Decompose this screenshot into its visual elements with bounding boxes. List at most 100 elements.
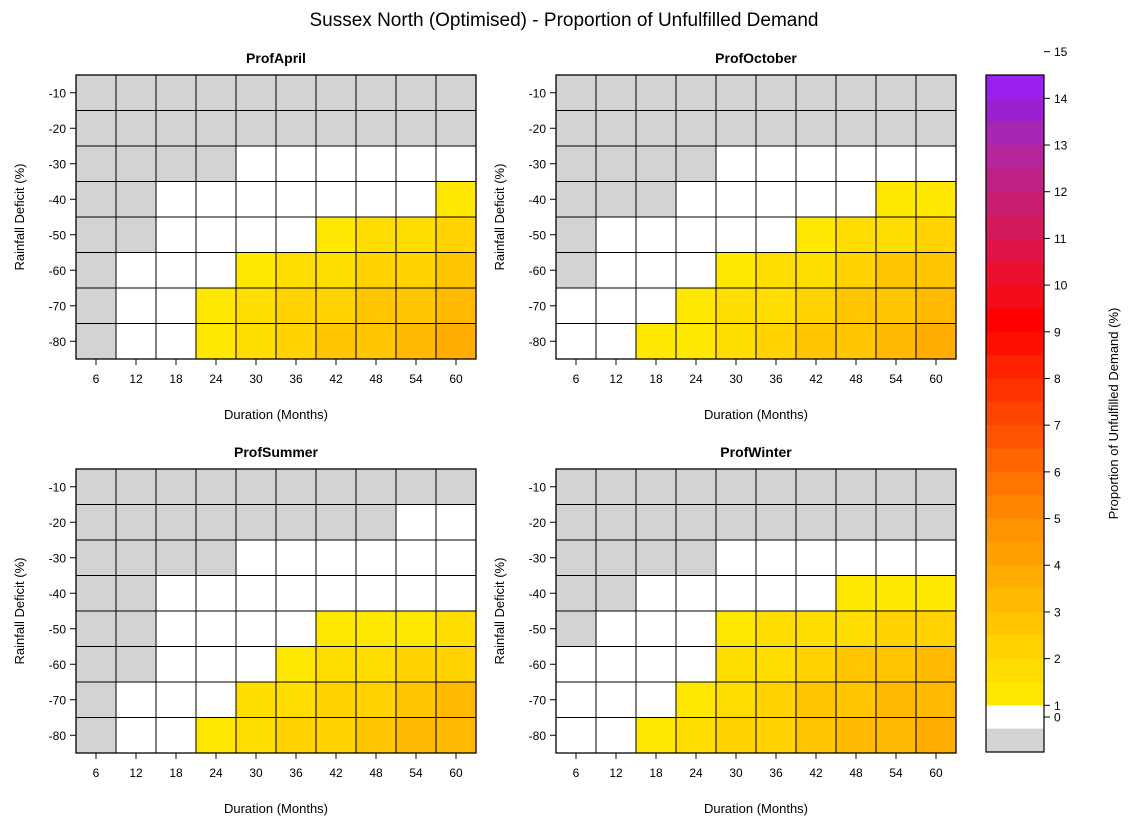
heatmap-cell [715, 252, 757, 289]
heatmap-cell [715, 181, 757, 218]
heatmap-cell [435, 323, 477, 360]
heatmap-cell [835, 145, 877, 182]
x-tick-label: 48 [369, 372, 383, 386]
heatmap-cell [835, 504, 877, 541]
colorbar-band [986, 728, 1044, 753]
heatmap-cell [275, 681, 317, 718]
heatmap-cell [835, 287, 877, 324]
heatmap-cell [555, 287, 597, 324]
heatmap-cell [595, 539, 637, 576]
colorbar-band [986, 541, 1044, 566]
x-tick-label: 24 [689, 372, 703, 386]
heatmap-cell [195, 539, 237, 576]
heatmap-cell [555, 575, 597, 612]
heatmap-cell [115, 539, 157, 576]
x-tick-label: 42 [329, 766, 343, 780]
heatmap-cell [235, 681, 277, 718]
x-tick-label: 48 [849, 372, 863, 386]
x-axis-label: Duration (Months) [224, 801, 328, 816]
heatmap-cell [355, 717, 397, 754]
heatmap-cell [195, 323, 237, 360]
x-axis-label: Duration (Months) [704, 801, 808, 816]
colorbar-band [986, 588, 1044, 613]
heatmap-cell [595, 287, 637, 324]
heatmap-cell [635, 145, 677, 182]
x-tick-label: 6 [573, 766, 580, 780]
heatmap-cell [755, 681, 797, 718]
heatmap-cell [195, 717, 237, 754]
y-tick-label: -40 [49, 587, 67, 601]
heatmap-cell [395, 575, 437, 612]
heatmap-cell [715, 646, 757, 683]
heatmap-cell [755, 504, 797, 541]
heatmap-cell [675, 575, 717, 612]
heatmap-cell [715, 216, 757, 253]
x-tick-label: 36 [769, 372, 783, 386]
heatmap-cell [275, 539, 317, 576]
colorbar-tick-label: 15 [1054, 45, 1068, 59]
heatmap-cell [235, 646, 277, 683]
x-tick-label: 6 [573, 372, 580, 386]
heatmap-cell [595, 468, 637, 505]
panel-title: ProfOctober [715, 50, 797, 66]
y-axis-label: Rainfall Deficit (%) [492, 558, 507, 665]
heatmap-cell [235, 610, 277, 647]
heatmap-cell [115, 717, 157, 754]
panel-title: ProfSummer [234, 444, 319, 460]
x-tick-label: 6 [93, 372, 100, 386]
heatmap-cell [595, 216, 637, 253]
heatmap-cell [795, 181, 837, 218]
heatmap-cell [675, 74, 717, 111]
heatmap-cell [555, 252, 597, 289]
x-tick-label: 18 [649, 372, 663, 386]
colorbar-band [986, 611, 1044, 636]
heatmap-cell [75, 646, 117, 683]
x-tick-label: 54 [889, 766, 903, 780]
heatmap-cell [675, 110, 717, 147]
heatmap-cell [915, 216, 957, 253]
heatmap-cell [195, 287, 237, 324]
heatmap-cell [595, 323, 637, 360]
y-tick-label: -40 [529, 587, 547, 601]
heatmap-cell [635, 110, 677, 147]
heatmap-cell [355, 216, 397, 253]
heatmap-cell [235, 575, 277, 612]
heatmap-cell [195, 504, 237, 541]
heatmap-cell [115, 252, 157, 289]
x-tick-label: 30 [729, 372, 743, 386]
colorbar-band [986, 448, 1044, 473]
heatmap-cell [555, 681, 597, 718]
heatmap-cell [435, 539, 477, 576]
y-tick-label: -30 [529, 157, 547, 171]
x-tick-label: 30 [249, 372, 263, 386]
heatmap-cell [275, 323, 317, 360]
heatmap-cell [115, 216, 157, 253]
heatmap-cell [395, 74, 437, 111]
heatmap-cell [155, 610, 197, 647]
x-tick-label: 60 [449, 766, 463, 780]
heatmap-cell [875, 145, 917, 182]
heatmap-cell [715, 110, 757, 147]
heatmap-cell [75, 181, 117, 218]
heatmap-cell [195, 575, 237, 612]
colorbar-band [986, 681, 1044, 706]
colorbar-tick-label: 1 [1054, 699, 1061, 713]
heatmap-cell [835, 610, 877, 647]
heatmap-cell [155, 181, 197, 218]
heatmap-cell [715, 323, 757, 360]
y-tick-label: -50 [529, 228, 547, 242]
heatmap-cell [435, 717, 477, 754]
heatmap-cell [795, 323, 837, 360]
heatmap-cell [275, 145, 317, 182]
heatmap-cell [75, 717, 117, 754]
heatmap-cell [915, 717, 957, 754]
heatmap-cell [875, 74, 917, 111]
x-tick-label: 30 [249, 766, 263, 780]
heatmap-cell [435, 181, 477, 218]
heatmap-cell [875, 110, 917, 147]
heatmap-cell [75, 74, 117, 111]
y-tick-label: -70 [49, 693, 67, 707]
colorbar-band [986, 401, 1044, 426]
y-tick-label: -80 [529, 335, 547, 349]
heatmap-cell [395, 287, 437, 324]
